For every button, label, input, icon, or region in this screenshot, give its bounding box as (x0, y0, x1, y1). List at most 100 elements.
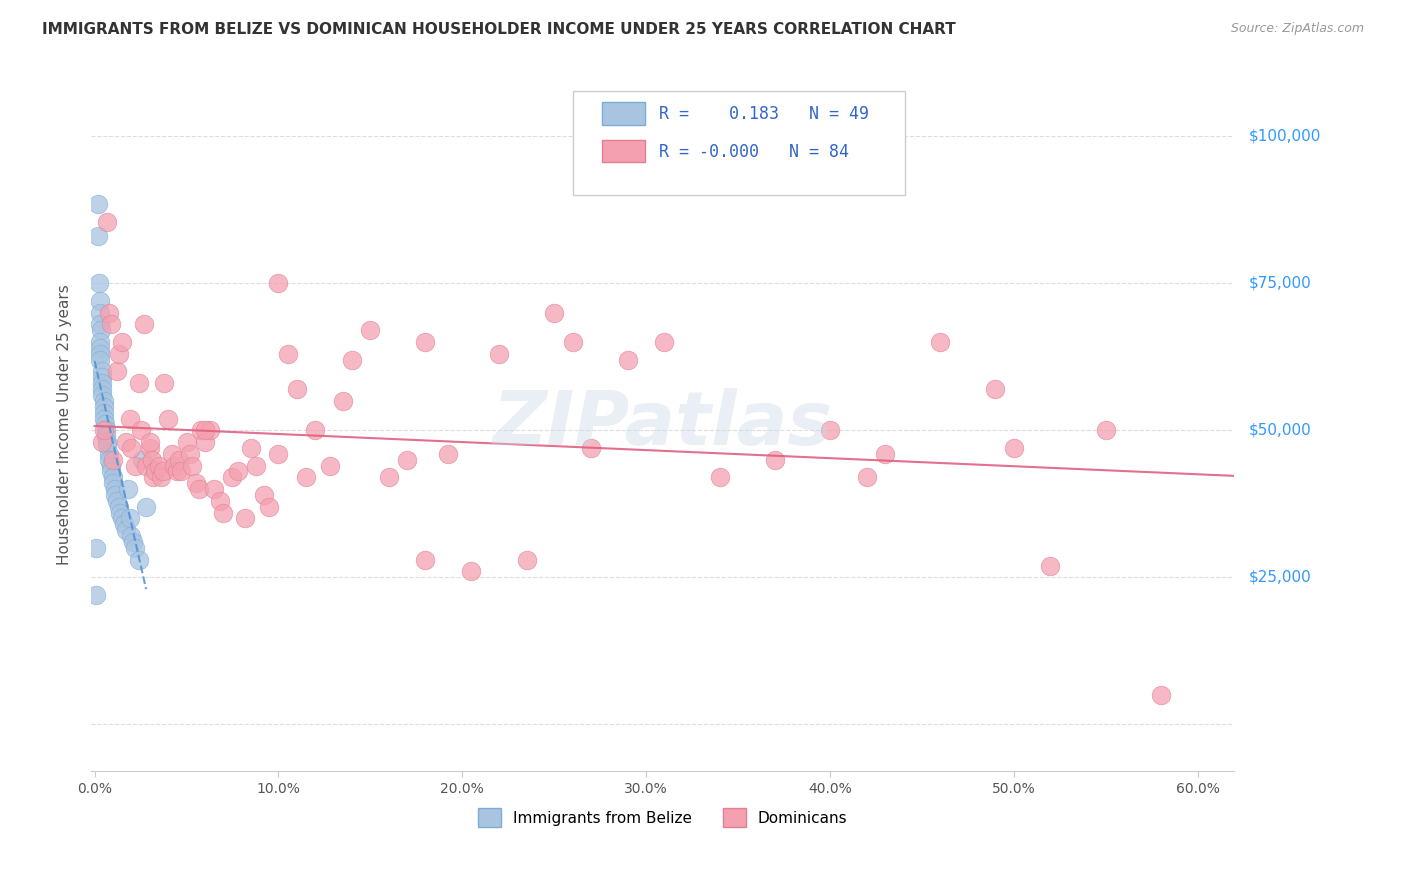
Point (139, 441, 162, 455)
Point (100, 465, 122, 479)
Point (579, 441, 602, 455)
Point (96, 214, 118, 228)
Point (115, 435, 138, 450)
Point (100, 458, 122, 473)
Point (170, 465, 193, 479)
Point (91, 382, 114, 396)
Point (135, 500, 157, 514)
Point (984, 382, 1007, 396)
Point (179, 447, 201, 461)
Point (148, 458, 170, 473)
Text: ZIPatlas: ZIPatlas (492, 388, 832, 461)
Point (415, 552, 437, 566)
Point (94, 429, 117, 443)
Point (1094, 423, 1116, 437)
FancyBboxPatch shape (602, 103, 645, 125)
Text: IMMIGRANTS FROM BELIZE VS DOMINICAN HOUSEHOLDER INCOME UNDER 25 YEARS CORRELATIO: IMMIGRANTS FROM BELIZE VS DOMINICAN HOUS… (42, 22, 956, 37)
Point (167, 452, 190, 467)
Point (86, 541, 108, 555)
Point (139, 435, 162, 450)
Point (304, 423, 326, 437)
Point (104, 482, 127, 496)
Point (153, 376, 176, 391)
Point (91, 370, 114, 384)
Point (105, 364, 128, 378)
Point (89, 277, 111, 291)
Point (89, 293, 111, 308)
Point (110, 506, 132, 520)
Point (163, 458, 186, 473)
Point (253, 488, 276, 502)
Point (98, 447, 121, 461)
Point (105, 493, 128, 508)
Point (149, 470, 172, 484)
Point (90, 323, 112, 337)
Point (120, 441, 142, 455)
Point (396, 452, 419, 467)
Point (104, 488, 127, 502)
Point (101, 476, 124, 491)
Point (340, 352, 363, 367)
Point (460, 565, 482, 579)
FancyBboxPatch shape (602, 140, 645, 162)
Point (277, 347, 299, 361)
Point (233, 511, 256, 525)
Point (100, 318, 122, 332)
Point (616, 352, 638, 367)
Point (118, 411, 141, 425)
Point (111, 334, 134, 349)
Point (929, 334, 952, 349)
Point (190, 423, 212, 437)
Point (89, 341, 111, 355)
Point (1002, 441, 1025, 455)
Point (709, 470, 731, 484)
Point (160, 447, 183, 461)
Point (1150, 688, 1173, 702)
Point (141, 452, 163, 467)
Point (101, 452, 124, 467)
Point (142, 470, 165, 484)
Point (101, 470, 124, 484)
Point (176, 435, 198, 450)
Point (129, 423, 152, 437)
Point (98, 452, 121, 467)
Point (654, 334, 676, 349)
Point (89, 347, 111, 361)
Text: R = -0.000   N = 84: R = -0.000 N = 84 (659, 143, 849, 161)
Legend: Immigrants from Belize, Dominicans: Immigrants from Belize, Dominicans (472, 802, 853, 833)
Point (135, 458, 157, 473)
Point (194, 423, 217, 437)
Point (91, 388, 114, 402)
Point (184, 476, 207, 491)
Point (89, 318, 111, 332)
Point (516, 552, 538, 566)
Point (107, 500, 129, 514)
Point (111, 511, 134, 525)
Point (118, 511, 141, 525)
Point (91, 376, 114, 391)
Point (96, 438, 118, 452)
Point (93, 423, 115, 437)
Point (93, 406, 115, 420)
Point (93, 393, 115, 408)
Point (200, 423, 222, 437)
FancyBboxPatch shape (574, 91, 905, 195)
Point (267, 447, 290, 461)
Point (128, 376, 150, 391)
Point (134, 318, 156, 332)
Point (157, 411, 180, 425)
Point (89, 334, 111, 349)
Point (120, 529, 142, 543)
Point (1039, 558, 1062, 573)
Point (415, 334, 437, 349)
Text: R =    0.183   N = 49: R = 0.183 N = 49 (659, 105, 869, 123)
Point (117, 482, 139, 496)
Point (257, 500, 280, 514)
Point (202, 482, 225, 496)
Point (91, 435, 114, 450)
Point (124, 458, 146, 473)
Point (87, 229, 110, 244)
Point (226, 465, 249, 479)
Point (98, 306, 121, 320)
Text: $75,000: $75,000 (1249, 276, 1312, 291)
